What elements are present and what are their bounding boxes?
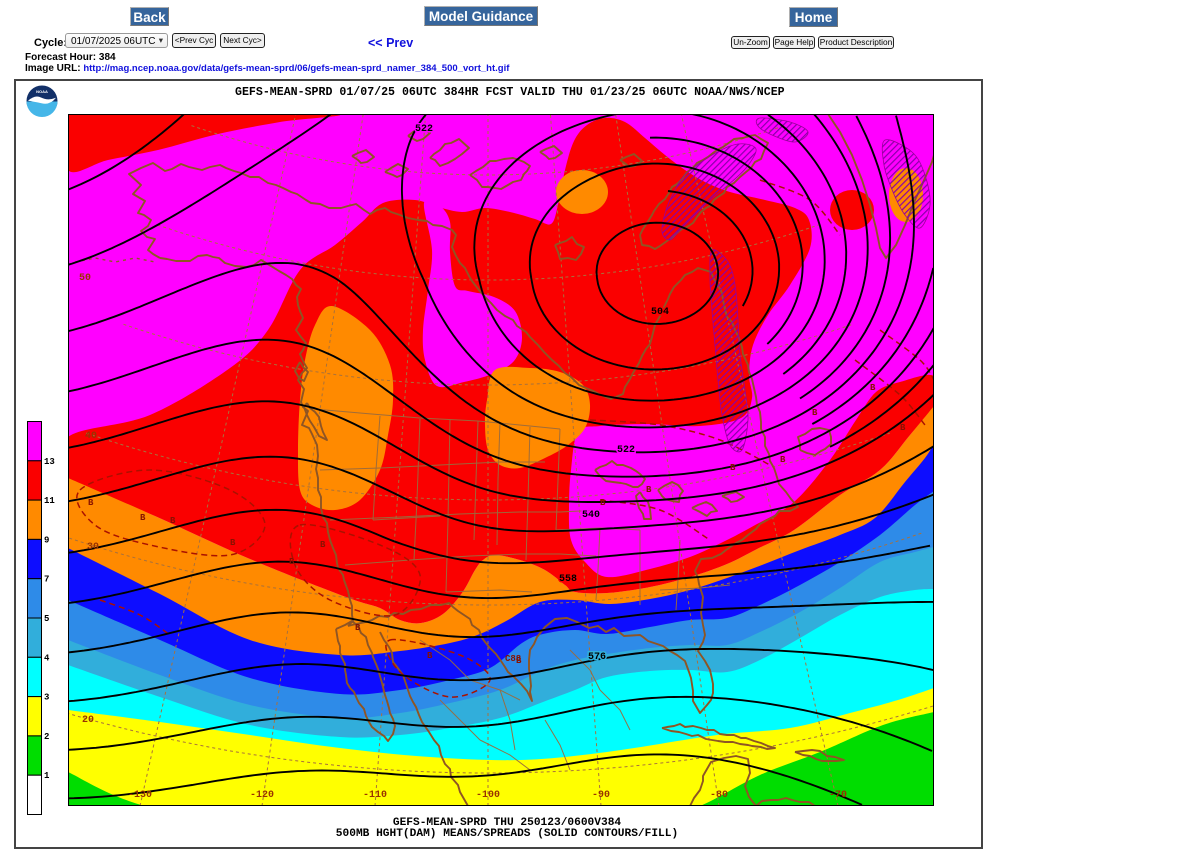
svg-text:B: B [646, 485, 652, 495]
svg-text:NOAA: NOAA [36, 89, 48, 94]
svg-text:3: 3 [44, 693, 49, 703]
svg-text:B: B [355, 623, 361, 633]
svg-text:B: B [812, 408, 818, 418]
svg-text:13: 13 [44, 457, 55, 467]
svg-text:B: B [140, 513, 146, 523]
svg-text:540: 540 [582, 510, 600, 521]
svg-text:B: B [289, 557, 295, 567]
svg-text:C88: C88 [505, 654, 521, 664]
svg-text:-110: -110 [363, 790, 387, 801]
svg-text:-70: -70 [829, 790, 847, 801]
svg-text:11: 11 [44, 496, 55, 506]
svg-text:4: 4 [44, 653, 50, 663]
svg-text:20: 20 [82, 715, 94, 726]
svg-text:504: 504 [651, 307, 669, 318]
svg-text:B: B [230, 538, 236, 548]
svg-text:B: B [516, 656, 522, 666]
svg-text:-120: -120 [250, 790, 274, 801]
svg-text:50: 50 [79, 273, 91, 284]
svg-text:-100: -100 [476, 790, 500, 801]
svg-text:1: 1 [44, 771, 50, 781]
svg-text:B: B [730, 463, 736, 473]
svg-text:B: B [427, 651, 433, 661]
svg-text:B: B [88, 498, 94, 508]
svg-text:7: 7 [44, 575, 49, 585]
svg-text:522: 522 [617, 445, 635, 456]
svg-text:B: B [780, 455, 786, 465]
svg-text:B: B [900, 423, 906, 433]
svg-text:-130: -130 [128, 790, 152, 801]
svg-text:30: 30 [87, 542, 99, 553]
svg-text:5: 5 [44, 614, 49, 624]
svg-text:9: 9 [44, 535, 49, 545]
svg-text:558: 558 [559, 574, 577, 585]
svg-text:-90: -90 [592, 790, 610, 801]
svg-text:B: B [870, 383, 876, 393]
svg-text:B: B [320, 540, 326, 550]
svg-text:522: 522 [415, 124, 433, 135]
svg-text:-80: -80 [710, 790, 728, 801]
svg-text:40: 40 [85, 431, 97, 442]
svg-text:576: 576 [588, 652, 606, 663]
svg-text:B: B [600, 498, 606, 508]
svg-text:2: 2 [44, 732, 49, 742]
svg-text:B: B [170, 516, 176, 526]
